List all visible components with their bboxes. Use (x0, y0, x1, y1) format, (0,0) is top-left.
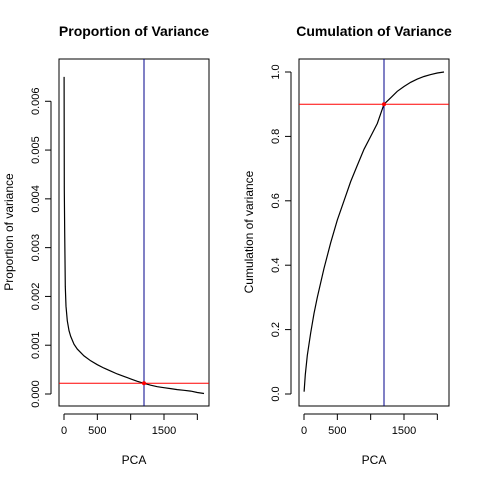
y-axis-label: Proportion of variance (2, 173, 16, 291)
x-axis-label: PCA (362, 453, 387, 467)
chart-title: Cumulation of Variance (296, 23, 452, 39)
plot-frame (298, 58, 450, 407)
series-line (303, 71, 445, 392)
y-axis-label: Cumulation of variance (242, 170, 256, 293)
intersection-marker (142, 381, 146, 386)
x-axis-label: PCA (122, 453, 147, 467)
y-tick-label: 0.8 (270, 129, 282, 144)
x-tick-label: 0 (61, 425, 67, 437)
y-tick-label: 0.004 (30, 185, 42, 213)
y-tick-label: 0.000 (30, 380, 42, 408)
y-tick-label: 0.0 (270, 386, 282, 401)
x-tick-label: 500 (328, 425, 346, 437)
axis-ticks: 0 500 1500 0.000 0.001 0.002 0.003 0.004 0.005 0.… (30, 88, 198, 437)
y-tick-label: 1.0 (270, 64, 282, 79)
cumulation-panel: Cumulation of Variance PCA Cumulation of… (242, 23, 452, 467)
proportion-panel: Proportion of Variance PCA Proportion of… (2, 23, 210, 467)
y-tick-label: 0.2 (270, 322, 282, 337)
series-lines (59, 59, 209, 406)
plot-frame (58, 58, 210, 407)
y-tick-label: 0.005 (30, 136, 42, 164)
y-tick-label: 0.003 (30, 234, 42, 262)
y-tick-label: 0.6 (270, 193, 282, 208)
y-tick-label: 0.002 (30, 283, 42, 311)
intersection-marker (382, 102, 386, 107)
x-tick-label: 0 (301, 425, 307, 437)
x-tick-label: 1500 (392, 425, 416, 437)
y-tick-label: 0.001 (30, 331, 42, 359)
axis-ticks: 0 500 1500 0.0 0.2 0.4 0.6 0.8 1.0 (270, 64, 438, 437)
chart-title: Proportion of Variance (59, 23, 209, 39)
y-tick-label: 0.4 (270, 258, 282, 273)
y-tick-label: 0.006 (30, 88, 42, 116)
series-line (63, 76, 205, 395)
series-lines (299, 59, 449, 406)
x-tick-label: 500 (88, 425, 106, 437)
x-tick-label: 1500 (152, 425, 176, 437)
